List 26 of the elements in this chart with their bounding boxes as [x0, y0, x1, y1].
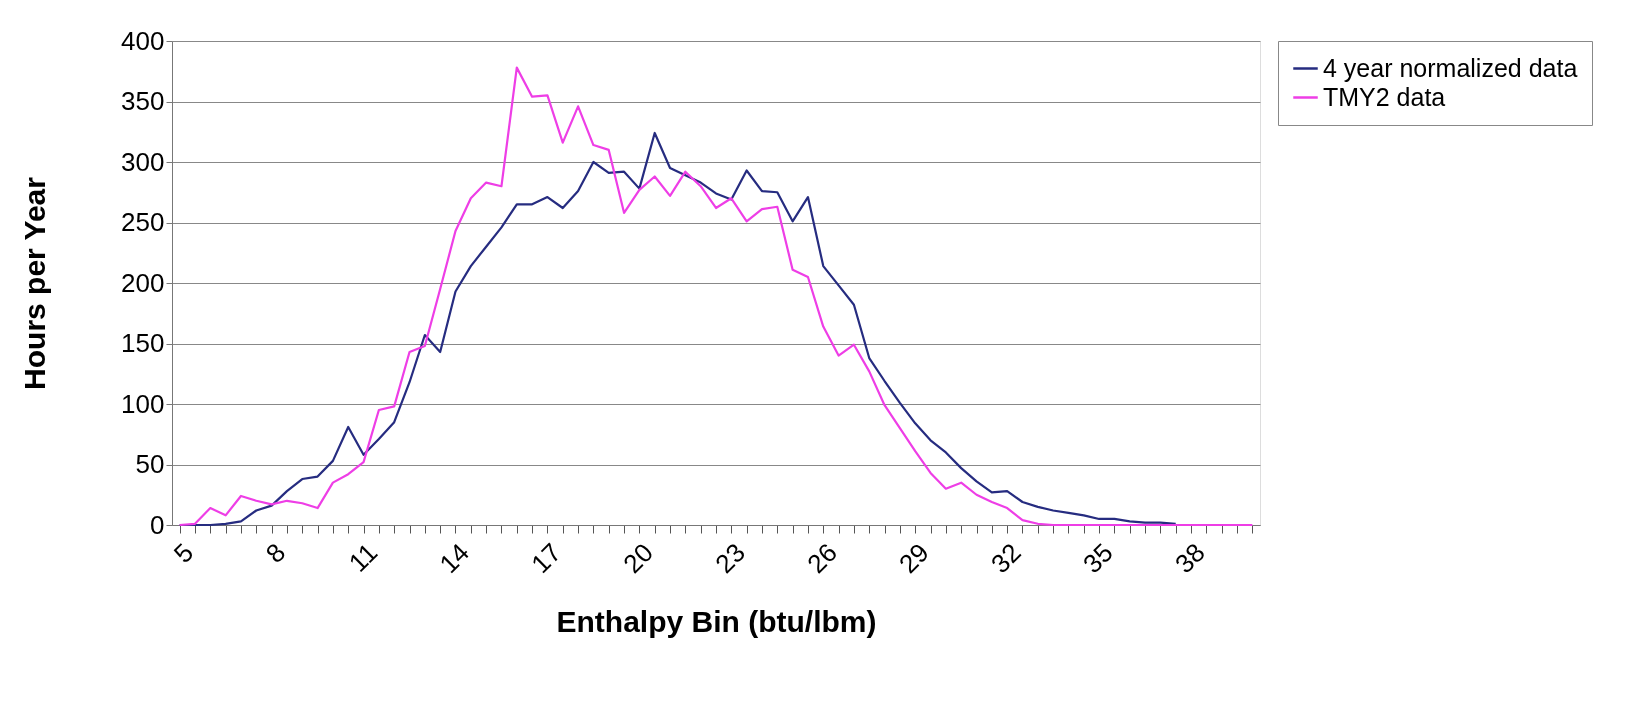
x-tick-label: 11: [342, 537, 384, 578]
legend-label: TMY2 data: [1323, 82, 1446, 111]
y-tick-label: 350: [121, 86, 165, 116]
line-series: [178, 66, 1254, 527]
y-tick-label: 100: [121, 388, 165, 419]
x-tick-label: 17: [525, 537, 568, 580]
x-tick-label: 23: [709, 537, 751, 580]
y-tick-label: 0: [150, 509, 165, 540]
y-tick-label: 400: [121, 25, 165, 56]
y-tick-label: 50: [135, 449, 165, 479]
x-axis-title: Enthalpy Bin (btu/lbm): [556, 605, 877, 639]
x-tick-label: 5: [167, 537, 200, 569]
x-tick-label: 38: [1168, 537, 1211, 580]
x-tick-label: 32: [985, 537, 1027, 580]
y-tick-label: 150: [121, 328, 165, 358]
x-tick-label: 35: [1077, 537, 1119, 580]
x-tick-label: 29: [893, 537, 935, 580]
y-axis-title: Hours per Year: [18, 176, 52, 390]
y-tick-label: 200: [121, 267, 165, 298]
x-tick-label: 26: [801, 537, 843, 580]
x-tick-label: 8: [259, 537, 292, 569]
x-tick-label: 20: [617, 537, 659, 580]
x-tick-label: 14: [433, 537, 476, 580]
y-tick-label: 300: [121, 146, 165, 177]
legend-label: 4 year normalized data: [1323, 53, 1578, 82]
y-tick-label: 250: [121, 207, 165, 237]
